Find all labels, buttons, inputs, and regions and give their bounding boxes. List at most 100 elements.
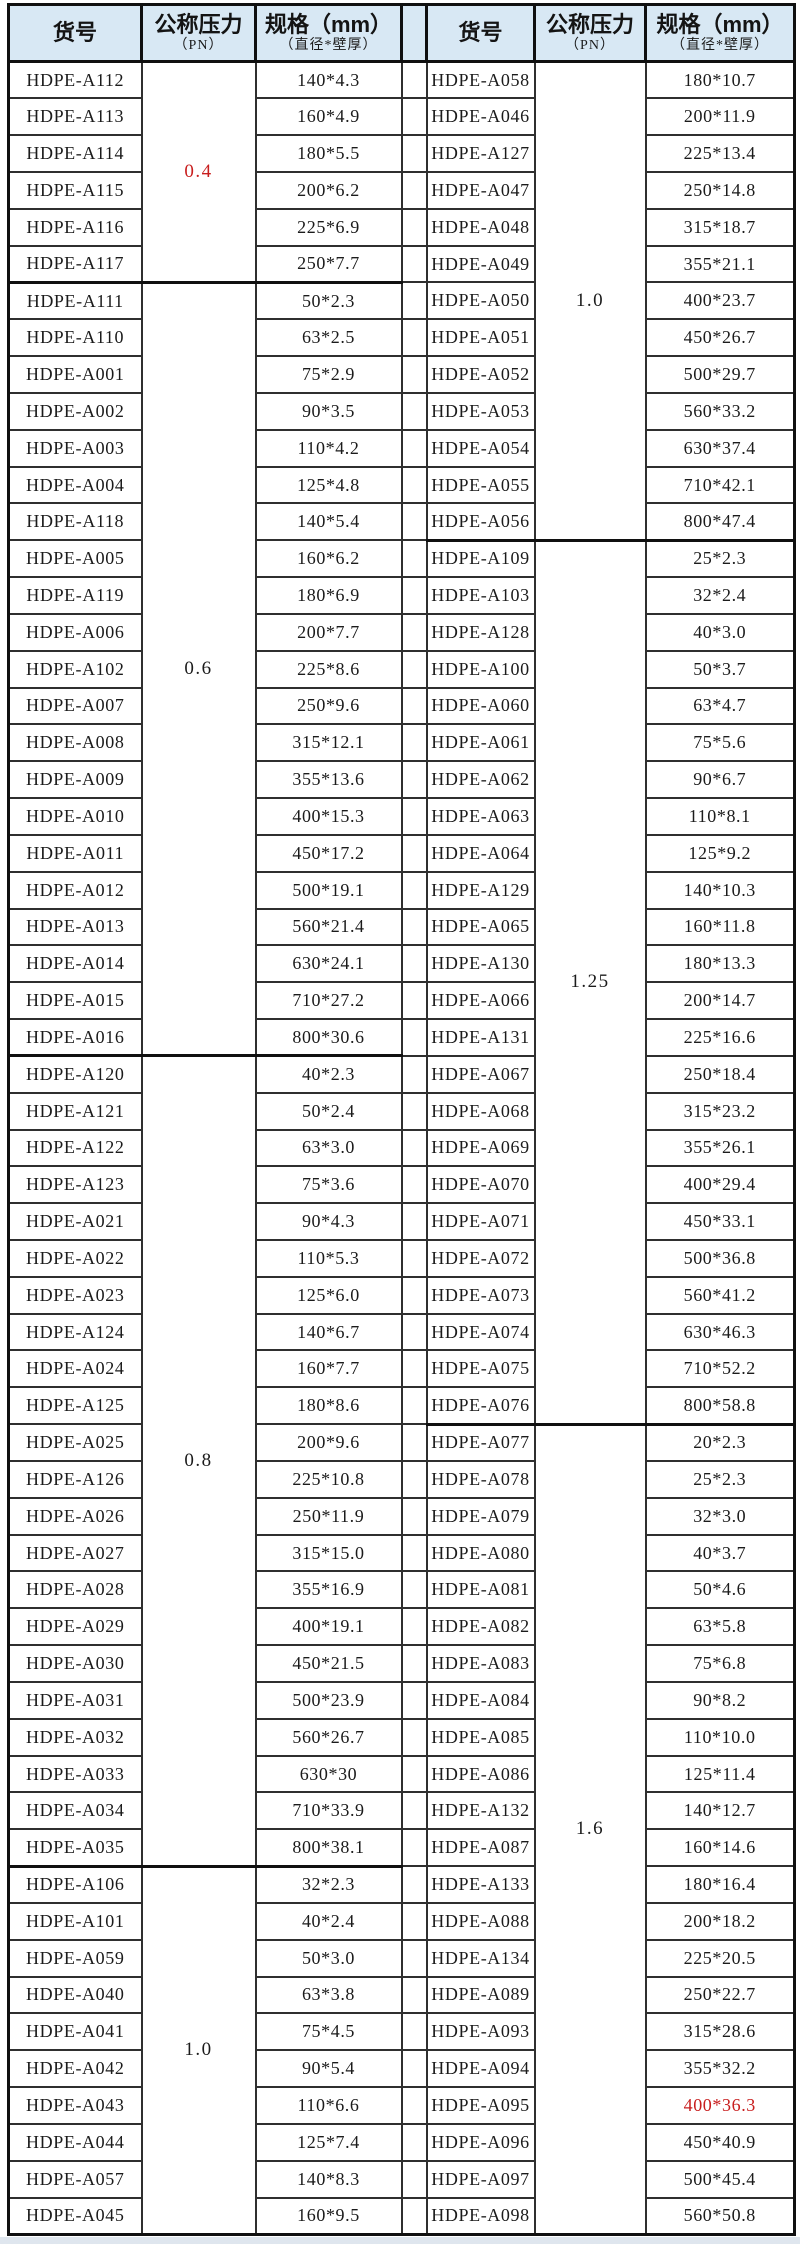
spacer-cell — [400, 1975, 428, 2015]
spec-cell: 200*11.9 — [644, 97, 796, 137]
item-code-cell: HDPE-A023 — [7, 1275, 143, 1315]
spacer-cell — [400, 2196, 428, 2236]
spacer-cell — [400, 981, 428, 1021]
spec-cell: 250*22.7 — [644, 1975, 796, 2015]
header-pressure-right: 公称压力 （PN） — [533, 3, 647, 63]
spec-cell: 50*3.7 — [644, 649, 796, 689]
item-code-cell: HDPE-A050 — [425, 281, 536, 321]
item-code-cell: HDPE-A053 — [425, 391, 536, 431]
table-row: HDPE-A011 450*17.2 HDPE-A064 125*9.2 — [7, 833, 796, 873]
item-code-cell: HDPE-A109 — [425, 538, 536, 579]
spec-cell: 180*16.4 — [644, 1865, 796, 1904]
spec-cell: 225*16.6 — [644, 1018, 796, 1057]
item-code-cell: HDPE-A084 — [425, 1680, 536, 1720]
table-row: HDPE-A021 90*4.3 HDPE-A071 450*33.1 — [7, 1202, 796, 1241]
spec-cell: 50*2.4 — [254, 1091, 403, 1131]
item-code-cell: HDPE-A042 — [7, 2049, 143, 2089]
spec-cell: 140*5.4 — [254, 502, 403, 542]
spec-cell: 160*9.5 — [254, 2196, 403, 2236]
header-spec-sublabel: （直径*壁厚） — [671, 37, 769, 53]
header-row: 货号 公称压力 （PN） 规格（mm） （直径*壁厚） 货号 公称压力 （PN） — [7, 3, 796, 63]
pressure-cell: 1.6 — [533, 1422, 647, 2236]
item-code-cell: HDPE-A021 — [7, 1202, 143, 1241]
item-code-cell: HDPE-A064 — [425, 833, 536, 873]
item-code-cell: HDPE-A005 — [7, 539, 143, 579]
spec-cell: 400*15.3 — [254, 797, 403, 836]
spacer-cell — [400, 502, 428, 542]
spec-cell: 355*26.1 — [644, 1128, 796, 1168]
spec-cell: 225*13.4 — [644, 134, 796, 173]
spec-cell: 450*40.9 — [644, 2122, 796, 2162]
item-code-cell: HDPE-A112 — [7, 60, 143, 100]
item-code-cell: HDPE-A069 — [425, 1128, 536, 1168]
spacer-cell — [400, 1423, 428, 1462]
spec-cell: 500*29.7 — [644, 355, 796, 394]
spec-cell: 800*58.8 — [644, 1386, 796, 1426]
item-code-cell: HDPE-A106 — [7, 1864, 143, 1904]
spec-cell: 355*32.2 — [644, 2049, 796, 2089]
spacer-cell — [400, 1165, 428, 1205]
spacer-cell — [400, 576, 428, 615]
item-code-cell: HDPE-A074 — [425, 1312, 536, 1352]
spec-cell: 63*3.0 — [254, 1128, 403, 1168]
item-code-cell: HDPE-A026 — [7, 1496, 143, 1536]
table-row: HDPE-A027 315*15.0 HDPE-A080 40*3.7 — [7, 1533, 796, 1573]
item-code-cell: HDPE-A062 — [425, 760, 536, 800]
header-spec-sublabel: （直径*壁厚） — [279, 37, 378, 53]
spacer-cell — [400, 1054, 428, 1094]
item-code-cell: HDPE-A002 — [7, 391, 143, 431]
item-code-cell: HDPE-A082 — [425, 1607, 536, 1647]
spec-cell: 75*5.6 — [644, 723, 796, 763]
spec-cell: 450*33.1 — [644, 1202, 796, 1241]
spec-cell: 50*3.0 — [254, 1938, 403, 1978]
table-row: HDPE-A102 225*8.6 HDPE-A100 50*3.7 — [7, 649, 796, 689]
spacer-cell — [400, 1938, 428, 1978]
table-row: HDPE-A031 500*23.9 HDPE-A084 90*8.2 — [7, 1680, 796, 1720]
item-code-cell: HDPE-A051 — [425, 318, 536, 358]
spacer-cell — [400, 1717, 428, 1757]
spec-cell: 710*42.1 — [644, 465, 796, 505]
item-code-cell: HDPE-A080 — [425, 1533, 536, 1573]
item-code-cell: HDPE-A077 — [425, 1422, 536, 1462]
item-code-cell: HDPE-A125 — [7, 1386, 143, 1426]
item-code-cell: HDPE-A101 — [7, 1901, 143, 1941]
spacer-cell — [400, 134, 428, 173]
item-code-cell: HDPE-A033 — [7, 1754, 143, 1794]
table-row: HDPE-A110 63*2.5 HDPE-A051 450*26.7 — [7, 318, 796, 358]
item-code-cell: HDPE-A122 — [7, 1128, 143, 1168]
spacer-cell — [400, 539, 428, 579]
spec-cell: 250*18.4 — [644, 1054, 796, 1094]
spec-cell: 40*3.0 — [644, 612, 796, 652]
header-spec-label: 规格（mm） — [656, 11, 784, 37]
item-code-cell: HDPE-A049 — [425, 244, 536, 284]
spec-cell: 63*5.8 — [644, 1607, 796, 1647]
header-pressure-label: 公称压力 — [154, 11, 243, 37]
spec-cell: 200*7.7 — [254, 612, 403, 652]
page-bottom-edge — [0, 2237, 800, 2244]
spacer-cell — [400, 1680, 428, 1720]
spec-cell: 800*38.1 — [254, 1828, 403, 1868]
item-code-cell: HDPE-A024 — [7, 1349, 143, 1389]
spec-cell: 32*2.3 — [254, 1864, 403, 1904]
item-code-cell: HDPE-A003 — [7, 428, 143, 468]
spec-cell: 40*2.3 — [254, 1054, 403, 1094]
spec-cell: 160*6.2 — [254, 539, 403, 579]
item-code-cell: HDPE-A075 — [425, 1349, 536, 1389]
spec-cell: 560*26.7 — [254, 1717, 403, 1757]
spec-cell: 560*21.4 — [254, 907, 403, 947]
item-code-cell: HDPE-A102 — [7, 649, 143, 689]
table-row: HDPE-A026 250*11.9 HDPE-A079 32*3.0 — [7, 1496, 796, 1536]
spacer-cell — [400, 1901, 428, 1941]
spacer-cell — [400, 281, 428, 321]
item-code-cell: HDPE-A095 — [425, 2086, 536, 2125]
item-code-cell: HDPE-A060 — [425, 686, 536, 726]
item-code-cell: HDPE-A011 — [7, 833, 143, 873]
item-code-cell: HDPE-A126 — [7, 1459, 143, 1499]
spacer-cell — [400, 1791, 428, 1831]
item-code-cell: HDPE-A134 — [425, 1938, 536, 1978]
spec-cell: 75*2.9 — [254, 355, 403, 394]
item-code-cell: HDPE-A012 — [7, 870, 143, 910]
table-row: HDPE-A007 250*9.6 HDPE-A060 63*4.7 — [7, 686, 796, 726]
spec-cell: 315*28.6 — [644, 2012, 796, 2052]
spec-cell: 500*36.8 — [644, 1239, 796, 1278]
